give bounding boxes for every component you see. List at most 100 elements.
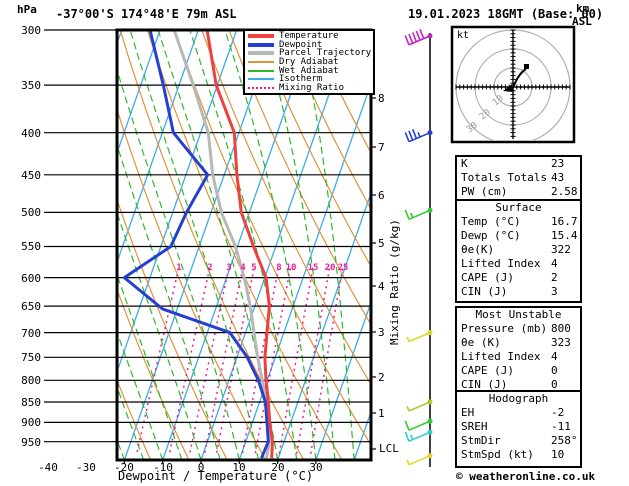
legend-item: Mixing Ratio — [248, 82, 373, 93]
stat-value: 10 — [551, 448, 565, 461]
stat-value: 16.7 — [551, 215, 578, 228]
pressure-tick-label: 300 — [21, 24, 41, 37]
stat-label: Dewp (°C) — [461, 229, 521, 242]
pressure-tick-label: 950 — [21, 436, 41, 449]
stat-row: CIN (J) 3 — [457, 285, 580, 299]
stat-value: -2 — [551, 406, 565, 419]
stat-row: CAPE (J) 2 — [457, 271, 580, 285]
stat-row: Totals Totals 43 — [457, 171, 580, 185]
legend-item-label: Parcel Trajectory — [279, 48, 372, 59]
stat-value: 258° — [551, 434, 578, 447]
pressure-tick-label: 550 — [21, 240, 41, 253]
stat-row: Lifted Index 4 — [457, 350, 580, 364]
stat-label: Lifted Index — [461, 257, 541, 270]
stat-label: CIN (J) — [461, 285, 508, 298]
legend-line-sample — [248, 86, 274, 89]
km-tick-label: 5 — [378, 237, 385, 250]
stat-value: -11 — [551, 420, 571, 433]
legend-line-sample — [248, 51, 274, 56]
stat-label: PW (cm) — [461, 185, 508, 198]
legend-item: Temperature — [248, 31, 373, 41]
mixing-ratio-value-label: 8 — [276, 263, 282, 273]
stat-row: Temp (°C) 16.7 — [457, 215, 580, 229]
datetime-label: 19.01.2023 18GMT (Base: 00) — [408, 7, 604, 21]
pressure-tick-label: 400 — [21, 127, 41, 140]
pressure-tick-label: 600 — [21, 272, 41, 285]
temp-tick-label: -40 — [38, 461, 58, 474]
stat-row: EH -2 — [457, 406, 580, 420]
pressure-tick-label: 450 — [21, 169, 41, 182]
stat-value: 3 — [551, 285, 558, 298]
hodograph-unit-label: kt — [457, 30, 470, 41]
stat-row: K 23 — [457, 157, 580, 171]
pressure-tick-label: 500 — [21, 206, 41, 219]
stat-value: 2.58 — [551, 185, 578, 198]
pressure-tick-label: 750 — [21, 351, 41, 364]
km-tick-label: 8 — [378, 92, 385, 105]
stat-value: 800 — [551, 322, 571, 335]
stat-label: CAPE (J) — [461, 364, 514, 377]
temp-tick-label: 30 — [309, 461, 323, 474]
stat-label: Pressure (mb) — [461, 322, 548, 335]
stats-panel: K 23 Totals Totals 43 PW (cm) 2.58 — [455, 155, 582, 203]
legend-line-sample — [248, 42, 274, 47]
legend-item-label: Isotherm — [279, 74, 323, 85]
stat-row: CIN (J) 0 — [457, 378, 580, 392]
mixing-ratio-value-label: 25 — [337, 263, 349, 273]
stats-panel: Surface Temp (°C) 16.7 Dewp (°C) 15.4 θe(K) 32… — [455, 199, 582, 303]
panel-header: Surface — [495, 201, 542, 214]
km-tick-label: 7 — [378, 141, 385, 154]
stat-row: PW (cm) 2.58 — [457, 185, 580, 199]
station-title: -37°00'S 174°48'E 79m ASL — [56, 7, 237, 21]
legend-item-label: Wet Adiabat — [279, 65, 339, 76]
legend-item-label: Mixing Ratio — [279, 82, 345, 93]
mixing-ratio-value-label: 4 — [240, 263, 246, 273]
stat-value: 0 — [551, 364, 558, 377]
legend: Temperature Dewpoint Parcel Trajectory Dry … — [243, 29, 375, 95]
stat-row: CAPE (J) 0 — [457, 364, 580, 378]
stat-label: StmDir — [461, 434, 501, 447]
mixing-ratio-value-label: 1 — [176, 263, 182, 273]
pressure-tick-label: 850 — [21, 396, 41, 409]
stat-label: θe (K) — [461, 336, 501, 349]
stat-label: Lifted Index — [461, 350, 541, 363]
legend-line-sample — [248, 69, 274, 72]
stats-panel: Hodograph EH -2 SREH -11 StmDir 258° StmSpd (kt… — [455, 390, 582, 468]
stat-label: CIN (J) — [461, 378, 508, 391]
mixing-ratio-value-label: 3 — [226, 263, 232, 273]
pressure-tick-label: 650 — [21, 300, 41, 313]
temp-tick-label: -30 — [76, 461, 96, 474]
legend-item: Dewpoint — [248, 40, 373, 50]
stat-value: 4 — [551, 350, 558, 363]
altitude-axis-unit-km: km — [576, 2, 590, 15]
pressure-tick-label: 900 — [21, 416, 41, 429]
temp-tick-label: 0 — [197, 461, 205, 474]
stat-value: 322 — [551, 243, 571, 256]
km-tick-label: 2 — [378, 371, 385, 384]
stat-row: SREH -11 — [457, 420, 580, 434]
legend-line-sample — [248, 61, 274, 64]
panel-header: Hodograph — [488, 392, 549, 405]
stat-label: EH — [461, 406, 475, 419]
stat-row: StmSpd (kt) 10 — [457, 448, 580, 462]
pressure-axis-unit: hPa — [17, 3, 37, 16]
temp-tick-label: -20 — [114, 461, 134, 474]
km-tick-label: 3 — [378, 326, 385, 339]
stat-label: StmSpd (kt) — [461, 448, 534, 461]
temp-axis-label: Dewpoint / Temperature (°C) — [118, 469, 314, 483]
temp-tick-label: -10 — [153, 461, 173, 474]
stats-panel: Most Unstable Pressure (mb) 800 θe (K) 323 Li… — [455, 306, 582, 392]
legend-item: Dry Adiabat — [248, 57, 373, 67]
stat-row: Pressure (mb) 800 — [457, 322, 580, 336]
stat-row: θe(K) 322 — [457, 243, 580, 257]
stat-value: 0 — [551, 378, 558, 391]
stat-row: StmDir 258° — [457, 434, 580, 448]
stat-value: 4 — [551, 257, 558, 270]
stat-row: Dewp (°C) 15.4 — [457, 229, 580, 243]
mixing-ratio-value-label: 2 — [207, 263, 213, 273]
legend-item: Wet Adiabat — [248, 65, 373, 76]
temp-tick-label: 20 — [271, 461, 285, 474]
km-tick-label: 1 — [378, 407, 385, 420]
